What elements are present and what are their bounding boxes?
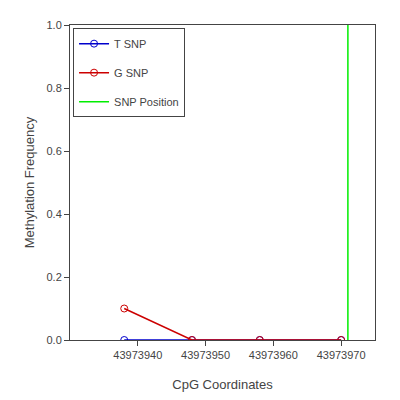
svg-text:T SNP: T SNP [114, 38, 146, 50]
svg-text:0.4: 0.4 [47, 208, 62, 220]
svg-text:0.8: 0.8 [47, 82, 62, 94]
svg-text:1.0: 1.0 [47, 19, 62, 31]
svg-text:43973940: 43973940 [113, 349, 162, 361]
svg-text:SNP Position: SNP Position [114, 96, 179, 108]
svg-text:43973970: 43973970 [317, 349, 366, 361]
svg-text:0.0: 0.0 [47, 334, 62, 346]
svg-text:Methylation Frequency: Methylation Frequency [22, 116, 37, 248]
svg-text:43973950: 43973950 [181, 349, 230, 361]
svg-text:G SNP: G SNP [114, 67, 148, 79]
svg-text:0.2: 0.2 [47, 271, 62, 283]
svg-text:0.6: 0.6 [47, 145, 62, 157]
svg-text:43973960: 43973960 [249, 349, 298, 361]
svg-text:CpG Coordinates: CpG Coordinates [172, 377, 273, 392]
